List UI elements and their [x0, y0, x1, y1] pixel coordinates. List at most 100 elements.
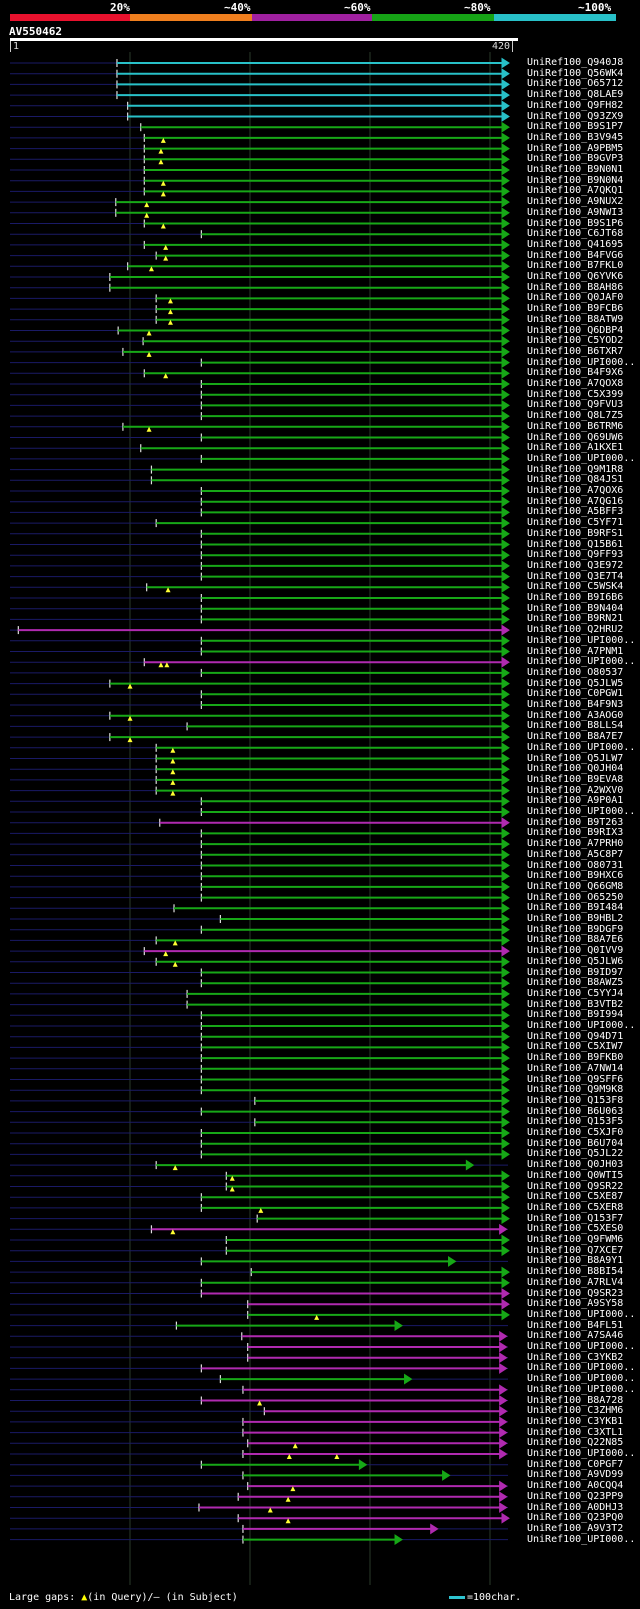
- hit-label[interactable]: UniRef100_A0CQQ4: [527, 1480, 624, 1492]
- hit-label[interactable]: UniRef100_B3VTB2: [527, 998, 624, 1010]
- hit-label[interactable]: UniRef100_A2WXV0: [527, 784, 624, 796]
- hit-label[interactable]: UniRef100_A9VD99: [527, 1469, 624, 1481]
- hit-label[interactable]: UniRef100_B9GVP3: [527, 153, 624, 165]
- hit-label[interactable]: UniRef100_B9N404: [527, 602, 624, 614]
- hit-label[interactable]: UniRef100_B9T263: [527, 816, 624, 828]
- hit-label[interactable]: UniRef100_A3AOG0: [527, 709, 624, 721]
- hit-label[interactable]: UniRef100_B6U063: [527, 1105, 624, 1117]
- hit-label[interactable]: UniRef100_B9HXC6: [527, 870, 624, 882]
- hit-label[interactable]: UniRef100_A9NWI3: [527, 206, 624, 218]
- hit-label[interactable]: UniRef100_A5BFF3: [527, 506, 624, 518]
- hit-label[interactable]: UniRef100_B6TRM6: [527, 420, 624, 432]
- hit-label[interactable]: UniRef100_Q0WTI5: [527, 1169, 624, 1181]
- hit-label[interactable]: UniRef100_Q23PQ0: [527, 1512, 624, 1524]
- hit-label[interactable]: UniRef100_UPI000..: [527, 1341, 636, 1352]
- hit-label[interactable]: UniRef100_Q69UW6: [527, 431, 624, 443]
- hit-label[interactable]: UniRef100_UPI000..: [527, 806, 636, 817]
- hit-label[interactable]: UniRef100_Q5JLW6: [527, 955, 624, 967]
- hit-label[interactable]: UniRef100_B8A7E6: [527, 934, 624, 946]
- hit-label[interactable]: UniRef100_UPI000..: [527, 1448, 636, 1459]
- hit-label[interactable]: UniRef100_B9N0N1: [527, 164, 624, 175]
- hit-label[interactable]: UniRef100_A7PRH0: [527, 838, 624, 850]
- hit-label[interactable]: UniRef100_B8A728: [527, 1394, 624, 1406]
- hit-label[interactable]: UniRef100_C5YF71: [527, 517, 624, 529]
- hit-label[interactable]: UniRef100_Q15B61: [527, 538, 624, 550]
- hit-label[interactable]: UniRef100_O80537: [527, 666, 624, 678]
- hit-label[interactable]: UniRef100_UPI000..: [527, 1362, 636, 1374]
- hit-label[interactable]: UniRef100_A7RLV4: [527, 1276, 624, 1288]
- hit-label[interactable]: UniRef100_B9FCB6: [527, 303, 624, 315]
- hit-label[interactable]: UniRef100_C5WSK4: [527, 581, 624, 593]
- hit-label[interactable]: UniRef100_UPI000..: [527, 1308, 636, 1320]
- hit-label[interactable]: UniRef100_A9V3T2: [527, 1522, 624, 1534]
- hit-label[interactable]: UniRef100_A0DHJ3: [527, 1501, 624, 1513]
- hit-label[interactable]: UniRef100_C5XER8: [527, 1201, 624, 1213]
- hit-label[interactable]: UniRef100_C3YKB1: [527, 1415, 624, 1427]
- hit-label[interactable]: UniRef100_B9RIX3: [527, 827, 624, 839]
- hit-label[interactable]: UniRef100_A9P0A1: [527, 795, 624, 807]
- hit-label[interactable]: UniRef100_B9I994: [527, 1009, 624, 1021]
- hit-label[interactable]: UniRef100_C5YOD2: [527, 335, 624, 347]
- hit-label[interactable]: UniRef100_Q0JH03: [527, 1159, 624, 1171]
- hit-label[interactable]: UniRef100_C5XE87: [527, 1191, 624, 1203]
- hit-label[interactable]: UniRef100_Q153F8: [527, 1094, 624, 1106]
- hit-label[interactable]: UniRef100_B8AH86: [527, 281, 624, 293]
- hit-label[interactable]: UniRef100_B8BI54: [527, 1266, 624, 1278]
- hit-label[interactable]: UniRef100_B7FKL0: [527, 260, 624, 272]
- hit-label[interactable]: UniRef100_UPI000..: [527, 1383, 636, 1395]
- hit-label[interactable]: UniRef100_Q23PP9: [527, 1490, 624, 1502]
- hit-label[interactable]: UniRef100_B4F9X6: [527, 367, 624, 379]
- hit-label[interactable]: UniRef100_C3ZHM6: [527, 1405, 624, 1417]
- hit-label[interactable]: UniRef100_B8ATW9: [527, 313, 624, 325]
- hit-label[interactable]: UniRef100_UPI000..: [527, 634, 636, 646]
- hit-label[interactable]: UniRef100_Q56WK4: [527, 67, 624, 79]
- hit-label[interactable]: UniRef100_C0PGF7: [527, 1458, 624, 1470]
- hit-label[interactable]: UniRef100_Q9SR23: [527, 1287, 624, 1299]
- hit-label[interactable]: UniRef100_A7QOX6: [527, 485, 624, 496]
- hit-label[interactable]: UniRef100_Q5JLW7: [527, 752, 624, 764]
- hit-label[interactable]: UniRef100_Q8L7Z5: [527, 410, 624, 422]
- hit-label[interactable]: UniRef100_UPI000..: [527, 741, 636, 753]
- hit-label[interactable]: UniRef100_Q3E7T4: [527, 570, 624, 582]
- hit-label[interactable]: UniRef100_Q9SR22: [527, 1180, 624, 1192]
- hit-label[interactable]: UniRef100_Q66GM8: [527, 880, 624, 892]
- hit-label[interactable]: UniRef100_Q5JL22: [527, 1148, 624, 1160]
- hit-label[interactable]: UniRef100_UPI000..: [527, 356, 636, 368]
- hit-label[interactable]: UniRef100_B9I484: [527, 902, 624, 914]
- hit-label[interactable]: UniRef100_B9FKB0: [527, 1052, 624, 1064]
- hit-label[interactable]: UniRef100_A1KXE1: [527, 442, 624, 454]
- hit-label[interactable]: UniRef100_B9S1P7: [527, 121, 624, 133]
- hit-label[interactable]: UniRef100_A7PNM1: [527, 645, 624, 657]
- hit-label[interactable]: UniRef100_B9N0N4: [527, 174, 624, 186]
- hit-label[interactable]: UniRef100_Q93ZX9: [527, 110, 624, 122]
- hit-label[interactable]: UniRef100_B8LLS4: [527, 720, 624, 732]
- hit-label[interactable]: UniRef100_B9EVA8: [527, 773, 624, 785]
- hit-label[interactable]: UniRef100_A9NUX2: [527, 196, 624, 208]
- hit-label[interactable]: UniRef100_A7SA46: [527, 1330, 624, 1342]
- hit-label[interactable]: UniRef100_Q0JH04: [527, 763, 624, 775]
- hit-label[interactable]: UniRef100_B9DGF9: [527, 923, 624, 935]
- hit-label[interactable]: UniRef100_Q5JLW5: [527, 677, 624, 689]
- hit-label[interactable]: UniRef100_A7QKQ1: [527, 185, 624, 197]
- hit-label[interactable]: UniRef100_C0PGW1: [527, 688, 624, 700]
- hit-label[interactable]: UniRef100_Q9SFF6: [527, 1073, 624, 1085]
- hit-label[interactable]: UniRef100_Q0IVV9: [527, 945, 624, 957]
- hit-label[interactable]: UniRef100_A7QG16: [527, 495, 624, 507]
- hit-label[interactable]: UniRef100_B4FL51: [527, 1319, 624, 1331]
- hit-label[interactable]: UniRef100_Q9FH82: [527, 99, 624, 111]
- hit-label[interactable]: UniRef100_B9RFS1: [527, 527, 624, 539]
- hit-label[interactable]: UniRef100_B4FVG6: [527, 249, 624, 261]
- hit-label[interactable]: UniRef100_UPI000..: [527, 656, 636, 668]
- hit-label[interactable]: UniRef100_C6JT68: [527, 228, 624, 240]
- hit-label[interactable]: UniRef100_O65250: [527, 891, 624, 903]
- hit-label[interactable]: UniRef100_Q41695: [527, 238, 624, 250]
- hit-label[interactable]: UniRef100_B4F9N3: [527, 699, 624, 710]
- hit-label[interactable]: UniRef100_O65712: [527, 78, 624, 90]
- hit-label[interactable]: UniRef100_Q9FF93: [527, 549, 624, 561]
- hit-label[interactable]: UniRef100_B3V945: [527, 131, 624, 143]
- hit-label[interactable]: UniRef100_Q0JAF0: [527, 292, 624, 304]
- hit-label[interactable]: UniRef100_C3XTL1: [527, 1426, 624, 1438]
- hit-label[interactable]: UniRef100_Q9FVU3: [527, 399, 624, 411]
- hit-label[interactable]: UniRef100_Q3E972: [527, 559, 624, 571]
- hit-label[interactable]: UniRef100_Q9M9K8: [527, 1084, 624, 1096]
